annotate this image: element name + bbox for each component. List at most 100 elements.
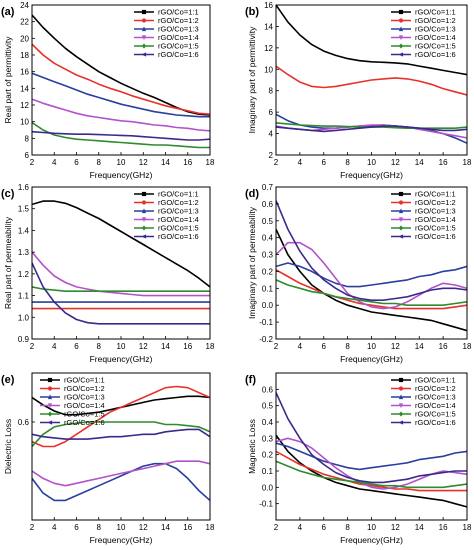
legend-item: rGO/Co=1:3: [391, 25, 456, 34]
series-group: [32, 14, 210, 149]
x-tick-label: 2: [30, 158, 35, 167]
legend-marker: [47, 394, 53, 400]
y-tick-label: 14: [20, 84, 29, 93]
x-tick-label: 16: [439, 342, 448, 351]
legend-label: rGO/Co=1:1: [415, 190, 456, 199]
x-tick-label: 8: [345, 158, 350, 167]
x-tick-label: 16: [439, 523, 448, 532]
y-tick-label: 12: [264, 44, 273, 53]
x-tick-label: 14: [415, 523, 424, 532]
legend-marker: [398, 386, 404, 391]
series-line-rgo-co-1-4: [32, 98, 210, 132]
series-line-rgo-co-1-2: [276, 450, 467, 492]
chart-panel-3: 2 4 6 8 10 12 14 16 18 0.9 1.0 1.1 1.2 1.3 1.4 1.5 1.6 Fr…: [1, 183, 215, 364]
legend-label: rGO/Co=1:4: [64, 401, 105, 410]
legend-item: rGO/Co=1:6: [391, 232, 456, 241]
panel-label: (d): [245, 188, 259, 200]
legend-item: rGO/Co=1:6: [391, 50, 456, 59]
legend-marker: [398, 9, 404, 15]
legend: rGO/Co=1:1rGO/Co=1:2rGO/Co=1:3rGO/Co=1:4…: [40, 376, 105, 427]
legend-label: rGO/Co=1:3: [158, 207, 199, 216]
y-tick-label: 2: [269, 151, 274, 160]
y-tick-label: 8: [269, 87, 274, 96]
y-tick-label: 0.5: [262, 217, 274, 226]
x-tick-label: 8: [97, 523, 102, 532]
y-axis-label: Imaginary part of permeability: [247, 206, 257, 319]
y-tick-label: 12: [20, 101, 29, 110]
y-tick-label: 1.1: [18, 292, 30, 301]
legend-label: rGO/Co=1:6: [158, 50, 199, 59]
y-axis-label: Real part of permittivity: [3, 36, 13, 124]
legend-item: rGO/Co=1:2: [40, 384, 105, 393]
y-tick-label: 0.6: [18, 418, 30, 427]
y-tick-label: 0.0: [262, 483, 274, 492]
y-tick-label: 0.4: [262, 418, 274, 427]
legend-label: rGO/Co=1:1: [64, 376, 105, 385]
x-tick-label: 8: [97, 158, 102, 167]
legend-item: rGO/Co=1:3: [391, 393, 456, 402]
legend-marker: [398, 377, 404, 383]
legend-item: rGO/Co=1:6: [134, 232, 199, 241]
legend-label: rGO/Co=1:4: [415, 215, 456, 224]
legend-item: rGO/Co=1:2: [391, 384, 456, 393]
x-tick-label: 18: [463, 523, 472, 532]
legend-label: rGO/Co=1:6: [64, 418, 105, 427]
series-line-rgo-co-1-5: [32, 286, 210, 293]
y-tick-label: 0.2: [262, 451, 274, 460]
chart-panel-1: 2 4 6 8 10 12 14 16 18681012141618202224Frequenc…: [1, 1, 215, 180]
x-tick-label: 14: [415, 158, 424, 167]
y-axis-label: Dielectric Loss: [3, 419, 13, 474]
legend-item: rGO/Co=1:6: [391, 418, 456, 427]
legend-label: rGO/Co=1:2: [158, 198, 199, 207]
legend-marker: [398, 217, 404, 223]
x-axis-label: Frequency(GHz): [90, 535, 153, 545]
y-tick-label: 16: [264, 1, 273, 10]
legend-label: rGO/Co=1:4: [415, 33, 456, 42]
legend-label: rGO/Co=1:6: [158, 232, 199, 241]
legend-item: rGO/Co=1:6: [40, 418, 105, 427]
y-tick-label: 0.1: [262, 467, 274, 476]
x-axis-label: Frequency(GHz): [340, 535, 403, 545]
series-line-rgo-co-1-5: [32, 421, 210, 448]
legend-item: rGO/Co=1:1: [40, 376, 105, 385]
chart-panel-2: 2 4 6 8 10 12 14 16 18 2 4 6 8 10 12 14 16 Frequency(GHz)…: [245, 1, 472, 180]
legend-marker: [141, 234, 147, 239]
legend-marker: [141, 208, 147, 214]
x-tick-label: 16: [439, 158, 448, 167]
x-tick-label: 10: [367, 158, 376, 167]
legend-item: rGO/Co=1:1: [391, 190, 456, 199]
series-line-rgo-co-1-6: [276, 392, 467, 484]
x-tick-label: 10: [117, 158, 126, 167]
x-tick-label: 8: [345, 523, 350, 532]
y-tick-label: 0.9: [18, 335, 30, 344]
legend-label: rGO/Co=1:1: [415, 376, 456, 385]
legend-marker: [141, 35, 147, 41]
y-tick-label: 0.4: [262, 234, 274, 243]
x-tick-label: 6: [74, 523, 79, 532]
series-line-rgo-co-1-4: [32, 251, 210, 297]
legend-label: rGO/Co=1:4: [158, 215, 199, 224]
x-tick-label: 4: [298, 523, 303, 532]
y-tick-label: 1.6: [18, 183, 30, 192]
legend-item: rGO/Co=1:2: [391, 16, 456, 25]
legend-label: rGO/Co=1:3: [415, 393, 456, 402]
plot-frame: [31, 372, 211, 521]
x-tick-label: 6: [74, 158, 79, 167]
y-tick-label: 0.7: [262, 183, 274, 192]
series-line-rgo-co-1-4: [276, 241, 467, 310]
y-tick-label: 6: [269, 108, 274, 117]
series-line-rgo-co-1-2: [32, 43, 210, 115]
legend-item: rGO/Co=1:5: [134, 224, 199, 233]
legend-marker: [398, 234, 404, 239]
legend-label: rGO/Co=1:1: [415, 8, 456, 17]
y-axis-label: Real part of permeability: [3, 216, 13, 309]
y-tick-label: 1.4: [18, 226, 30, 235]
x-tick-label: 18: [206, 523, 215, 532]
x-tick-label: 10: [117, 342, 126, 351]
legend-label: rGO/Co=1:6: [415, 418, 456, 427]
series-group: [276, 5, 467, 144]
series-group: [276, 200, 467, 332]
series-line-rgo-co-1-1: [276, 228, 467, 332]
legend-label: rGO/Co=1:1: [158, 8, 199, 17]
